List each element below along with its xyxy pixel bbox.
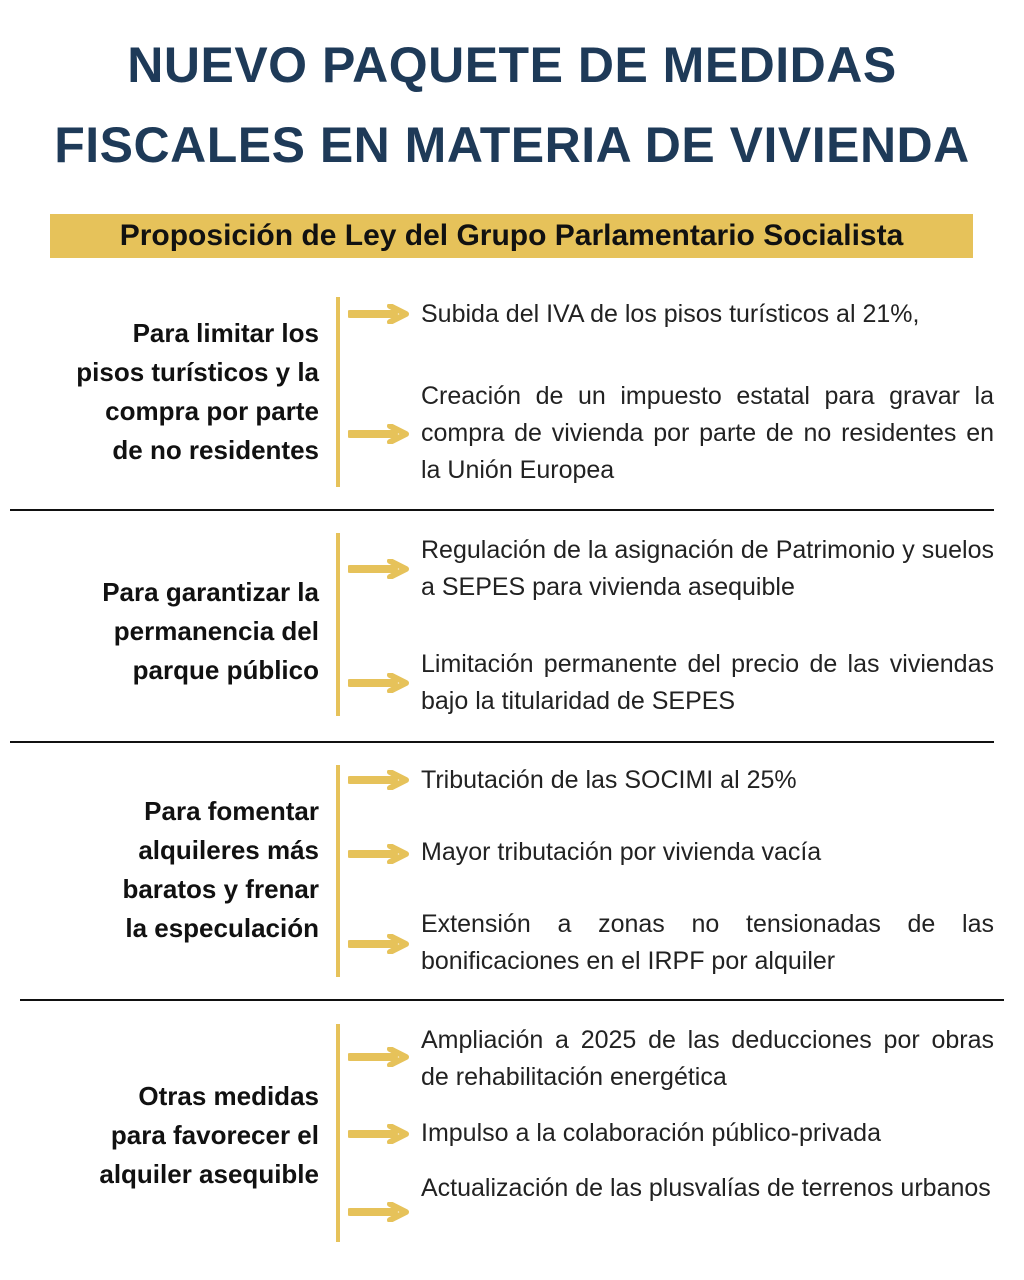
measure-item: Actualización de las plusvalías de terre… bbox=[421, 1174, 991, 1202]
section-label-line: alquileres más bbox=[138, 835, 319, 865]
right-arrow-icon bbox=[348, 1202, 409, 1222]
measure-item: Limitación permanente del precio de las … bbox=[421, 650, 994, 715]
measure-item: Extensión a zonas no tensionadas de las … bbox=[421, 910, 994, 975]
section-label-line: compra por parte bbox=[105, 396, 319, 426]
right-arrow-icon bbox=[348, 1047, 409, 1067]
right-arrow-icon bbox=[348, 770, 409, 790]
section-label-line: la especulación bbox=[125, 913, 319, 943]
section-label-line: alquiler asequible bbox=[99, 1159, 319, 1189]
section-divider-line bbox=[336, 765, 340, 977]
right-arrow-icon bbox=[348, 304, 409, 324]
section-separator bbox=[10, 741, 994, 743]
right-arrow-icon bbox=[348, 673, 409, 693]
section-label-line: pisos turísticos y la bbox=[76, 357, 319, 387]
subtitle-banner: Proposición de Ley del Grupo Parlamentar… bbox=[50, 214, 973, 258]
section-separator bbox=[20, 999, 1004, 1001]
right-arrow-icon bbox=[348, 1124, 409, 1144]
section-label-line: Otras medidas bbox=[138, 1081, 319, 1111]
section-label-line: de no residentes bbox=[112, 435, 319, 465]
section-label-line: baratos y frenar bbox=[122, 874, 319, 904]
section-separator bbox=[10, 509, 994, 511]
section-label-line: Para garantizar la bbox=[102, 577, 319, 607]
section-divider-line bbox=[336, 1024, 340, 1242]
measure-item: Regulación de la asignación de Patrimoni… bbox=[421, 536, 994, 601]
measure-item: Impulso a la colaboración público-privad… bbox=[421, 1119, 881, 1147]
section-label: Para limitar los pisos turísticos y la c… bbox=[19, 314, 319, 470]
right-arrow-icon bbox=[348, 559, 409, 579]
right-arrow-icon bbox=[348, 934, 409, 954]
right-arrow-icon bbox=[348, 844, 409, 864]
section-label-line: para favorecer el bbox=[110, 1120, 319, 1150]
section-label: Para fomentar alquileres más baratos y f… bbox=[19, 792, 319, 948]
section-label: Otras medidas para favorecer el alquiler… bbox=[19, 1077, 319, 1194]
section-label-line: parque público bbox=[132, 655, 319, 685]
measure-item: Mayor tributación por vivienda vacía bbox=[421, 838, 822, 866]
section-label: Para garantizar la permanencia del parqu… bbox=[19, 573, 319, 690]
measure-item: Tributación de las SOCIMI al 25% bbox=[421, 766, 797, 794]
section-label-line: Para limitar los bbox=[132, 318, 319, 348]
page-title-line-2: FISCALES EN MATERIA DE VIVIENDA bbox=[54, 117, 970, 173]
measure-item: Ampliación a 2025 de las deducciones por… bbox=[421, 1026, 994, 1091]
measure-item: Creación de un impuesto estatal para gra… bbox=[421, 382, 994, 484]
measure-item: Subida del IVA de los pisos turísticos a… bbox=[421, 300, 920, 328]
section-label-line: Para fomentar bbox=[144, 796, 319, 826]
section-label-line: permanencia del bbox=[113, 616, 319, 646]
right-arrow-icon bbox=[348, 424, 409, 444]
section-divider-line bbox=[336, 297, 340, 487]
page-title-line-1: NUEVO PAQUETE DE MEDIDAS bbox=[127, 37, 897, 93]
section-divider-line bbox=[336, 533, 340, 716]
